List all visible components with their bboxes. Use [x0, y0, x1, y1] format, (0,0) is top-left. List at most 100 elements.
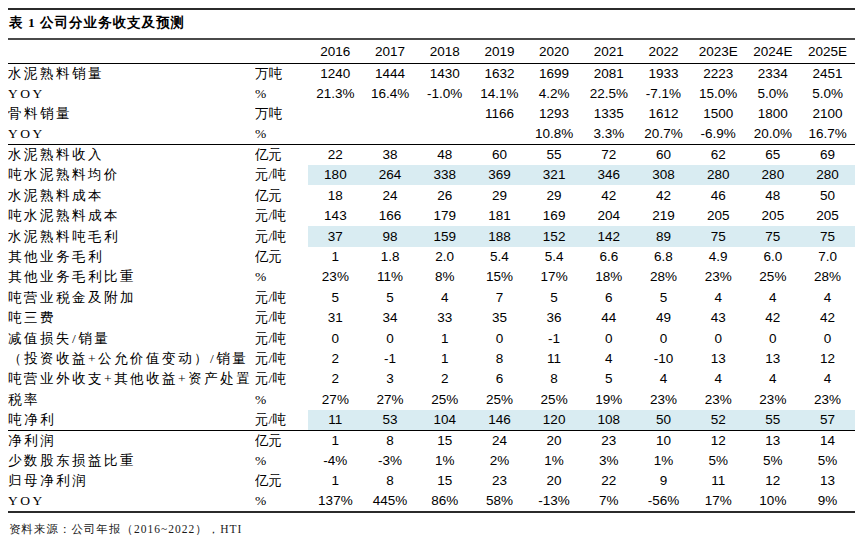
value-cell: 29: [472, 185, 527, 205]
value-cell: 60: [472, 145, 527, 165]
value-cell: 13: [746, 430, 801, 450]
value-cell: [363, 124, 418, 144]
row-label: YOY: [8, 124, 255, 144]
value-cell: 49: [636, 308, 691, 328]
value-cell: 29: [527, 185, 582, 205]
value-cell: 15: [417, 430, 472, 450]
column-header-year: 2022: [636, 40, 691, 63]
row-label: 吨营业税金及附加: [8, 287, 255, 307]
row-label: 水泥熟料销量: [8, 63, 255, 83]
value-cell: 50: [636, 410, 691, 430]
value-cell: 1166: [472, 104, 527, 124]
value-cell: 1444: [363, 63, 418, 83]
value-cell: 10: [636, 430, 691, 450]
value-cell: 13: [691, 348, 746, 368]
table-row: 水泥熟料收入亿元22384860557260626569: [8, 145, 855, 165]
value-cell: 5%: [691, 450, 746, 470]
value-cell: 16.7%: [800, 124, 855, 144]
value-cell: 12: [691, 430, 746, 450]
value-cell: 25%: [746, 267, 801, 287]
value-cell: 5: [363, 287, 418, 307]
value-cell: 23%: [691, 267, 746, 287]
value-cell: 2334: [746, 63, 801, 83]
value-cell: 4.2%: [527, 83, 582, 103]
value-cell: 48: [746, 185, 801, 205]
value-cell: 4: [691, 287, 746, 307]
value-cell: 181: [472, 206, 527, 226]
value-cell: 2: [308, 348, 363, 368]
value-cell: 6.8: [636, 247, 691, 267]
table-row: 骨料销量万吨1166129313351612150018002100: [8, 104, 855, 124]
row-unit: %: [255, 450, 308, 470]
value-cell: 36: [527, 308, 582, 328]
value-cell: 8%: [417, 267, 472, 287]
column-header-unit: [255, 40, 308, 63]
value-cell: 1293: [527, 104, 582, 124]
header-row: 20162017201820192020202120222023E2024E20…: [8, 40, 855, 63]
value-cell: 280: [746, 165, 801, 185]
value-cell: 1%: [527, 450, 582, 470]
row-label: 吨三费: [8, 308, 255, 328]
row-label: 吨净利: [8, 410, 255, 430]
value-cell: 0: [472, 328, 527, 348]
column-header-year: 2025E: [800, 40, 855, 63]
table-row: 水泥熟料吨毛利元/吨379815918815214289757575: [8, 226, 855, 246]
value-cell: 75: [746, 226, 801, 246]
value-cell: 20.0%: [746, 124, 801, 144]
value-cell: 4: [636, 369, 691, 389]
value-cell: 43: [691, 308, 746, 328]
table-row: 吨三费元/吨31343335364449434242: [8, 308, 855, 328]
value-cell: 25%: [417, 389, 472, 409]
value-cell: 142: [581, 226, 636, 246]
report-page: 表 1 公司分业务收支及预测 2016201720182019202020212…: [0, 0, 863, 543]
value-cell: 264: [363, 165, 418, 185]
row-unit: %: [255, 491, 308, 511]
value-cell: 5.4: [527, 247, 582, 267]
value-cell: 52: [691, 410, 746, 430]
value-cell: 12: [746, 471, 801, 491]
value-cell: 4: [746, 369, 801, 389]
row-unit: %: [255, 389, 308, 409]
value-cell: 1500: [691, 104, 746, 124]
row-label: YOY: [8, 83, 255, 103]
value-cell: 1612: [636, 104, 691, 124]
table-row: YOY%137%445%86%58%-13%7%-56%17%10%9%: [8, 491, 855, 511]
value-cell: 7%: [581, 491, 636, 511]
value-cell: 15%: [472, 267, 527, 287]
value-cell: 4: [746, 287, 801, 307]
value-cell: 104: [417, 410, 472, 430]
value-cell: 108: [581, 410, 636, 430]
value-cell: 9: [636, 471, 691, 491]
value-cell: 5: [308, 287, 363, 307]
row-label: 税率: [8, 389, 255, 409]
value-cell: 346: [581, 165, 636, 185]
value-cell: 152: [527, 226, 582, 246]
value-cell: 1: [308, 247, 363, 267]
row-unit: %: [255, 124, 308, 144]
value-cell: 169: [527, 206, 582, 226]
value-cell: 8: [472, 348, 527, 368]
value-cell: 280: [800, 165, 855, 185]
value-cell: 4: [800, 287, 855, 307]
value-cell: -7.1%: [636, 83, 691, 103]
value-cell: 321: [527, 165, 582, 185]
value-cell: 69: [800, 145, 855, 165]
row-label: 吨营业外收支+其他收益+资产处置: [8, 369, 255, 389]
row-unit: 万吨: [255, 63, 308, 83]
financial-table: 20162017201820192020202120222023E2024E20…: [8, 40, 855, 513]
value-cell: 8: [363, 471, 418, 491]
table-row: 水泥熟料销量万吨12401444143016321699208119332223…: [8, 63, 855, 83]
value-cell: 98: [363, 226, 418, 246]
value-cell: -56%: [636, 491, 691, 511]
value-cell: 22: [308, 145, 363, 165]
table-row: 吨水泥熟料成本元/吨143166179181169204219205205205: [8, 206, 855, 226]
table-row: 水泥熟料成本亿元18242629294242464850: [8, 185, 855, 205]
value-cell: 22: [581, 471, 636, 491]
value-cell: 23%: [746, 389, 801, 409]
value-cell: 179: [417, 206, 472, 226]
value-cell: 14: [800, 430, 855, 450]
value-cell: 11: [691, 471, 746, 491]
value-cell: 205: [691, 206, 746, 226]
row-unit: 元/吨: [255, 410, 308, 430]
column-header-year: 2023E: [691, 40, 746, 63]
